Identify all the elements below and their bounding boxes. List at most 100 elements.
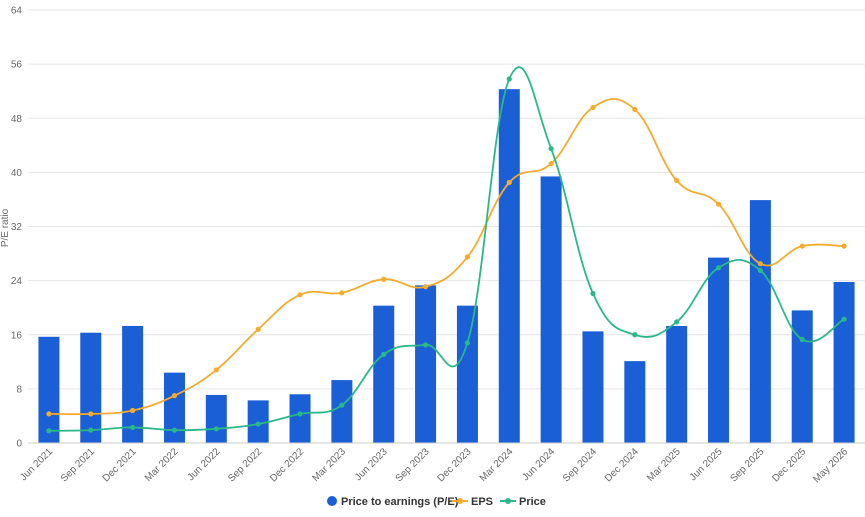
data-point [130,407,136,414]
y-tick-label: 8 [16,384,22,395]
legend-marker-price [505,498,511,504]
bar [666,325,688,443]
bar [331,380,353,443]
data-point [841,243,847,249]
data-point [506,76,512,82]
bar [791,310,813,443]
bar-series [38,89,855,444]
data-point [297,292,303,298]
x-tick-label: Dec 2024 [603,446,641,484]
data-point [381,351,387,357]
legend-label-pe: Price to earnings (P/E) [341,496,459,508]
data-point [88,427,94,433]
x-tick-label: Sep 2024 [561,446,599,484]
data-point [464,254,471,260]
x-tick-label: Mar 2023 [310,446,348,484]
data-point [130,424,136,431]
bar [456,305,478,443]
y-tick-label: 32 [11,222,23,233]
data-point [757,267,763,274]
data-point [339,290,345,296]
data-point [46,428,52,434]
data-point [422,342,429,348]
bar [122,325,144,443]
line-series [46,66,847,434]
x-tick-label: Sep 2021 [59,446,97,484]
bar [833,281,855,443]
x-tick-label: Sep 2023 [394,446,432,484]
data-point [757,261,763,267]
data-point [171,427,178,433]
y-tick-label: 0 [16,439,22,450]
data-point [799,336,805,343]
data-point [590,290,596,297]
x-axis-ticks: Jun 2021 Sep 2021 Dec 2021 Mar 2022 Jun 2022… [18,446,850,485]
bar [498,89,520,444]
legend-label-price: Price [519,496,546,508]
bar [163,372,185,443]
x-tick-label: Jun 2024 [520,446,557,483]
data-point [548,160,554,167]
data-point [841,316,847,322]
bar [708,257,730,443]
series-line [48,98,845,416]
x-tick-label: Jun 2023 [353,446,390,483]
x-tick-label: Dec 2023 [435,446,473,484]
data-point [422,284,429,290]
data-point [548,146,554,152]
bar [289,394,311,443]
x-tick-label: Mar 2024 [478,446,516,484]
x-tick-label: Dec 2025 [770,446,808,484]
data-point [213,426,219,432]
bar [749,200,771,443]
data-point [674,319,680,325]
data-point [171,393,178,399]
bar [38,336,60,443]
data-point [506,179,512,186]
data-point [381,276,387,282]
data-point [715,201,722,207]
data-point [255,326,261,332]
legend-item-pe[interactable]: Price to earnings (P/E) [327,496,459,508]
y-tick-label: 64 [11,6,23,17]
series-line [48,66,845,432]
legend-item-price[interactable]: Price [500,496,546,508]
x-tick-label: Dec 2022 [268,446,306,484]
y-tick-label: 40 [11,168,23,179]
data-point [799,243,805,249]
y-tick-label: 48 [11,114,23,125]
gridlines [28,9,865,390]
x-tick-label: Jun 2022 [186,446,223,483]
data-point [213,367,219,373]
bar [415,285,437,443]
data-point [255,421,261,427]
x-tick-label: Mar 2022 [143,446,181,484]
legend-marker-pe [327,496,337,506]
bar [373,305,395,443]
bar [624,361,646,443]
data-point [632,332,638,338]
legend-item-eps[interactable]: EPS [452,496,493,508]
x-tick-label: Dec 2021 [101,446,139,484]
x-tick-label: Jun 2021 [18,446,55,483]
data-point [339,402,345,408]
y-tick-label: 16 [11,330,23,341]
data-point [632,106,638,113]
bar [205,394,227,443]
bar [582,331,604,443]
bar [540,176,562,443]
bar [80,332,102,443]
y-tick-label: 56 [11,60,23,71]
x-tick-label: Mar 2025 [645,446,683,484]
legend: Price to earnings (P/E) EPS Price [327,496,546,508]
x-tick-label: Sep 2022 [226,446,264,484]
x-tick-label: Jun 2025 [688,446,725,483]
y-tick-label: 24 [11,276,23,287]
data-point [46,411,52,417]
x-tick-label: Sep 2025 [728,446,766,484]
y-axis-ticks: 0 8 16 24 32 40 48 56 64 [11,6,23,450]
legend-marker-eps [457,498,463,504]
legend-label-eps: EPS [471,496,493,508]
